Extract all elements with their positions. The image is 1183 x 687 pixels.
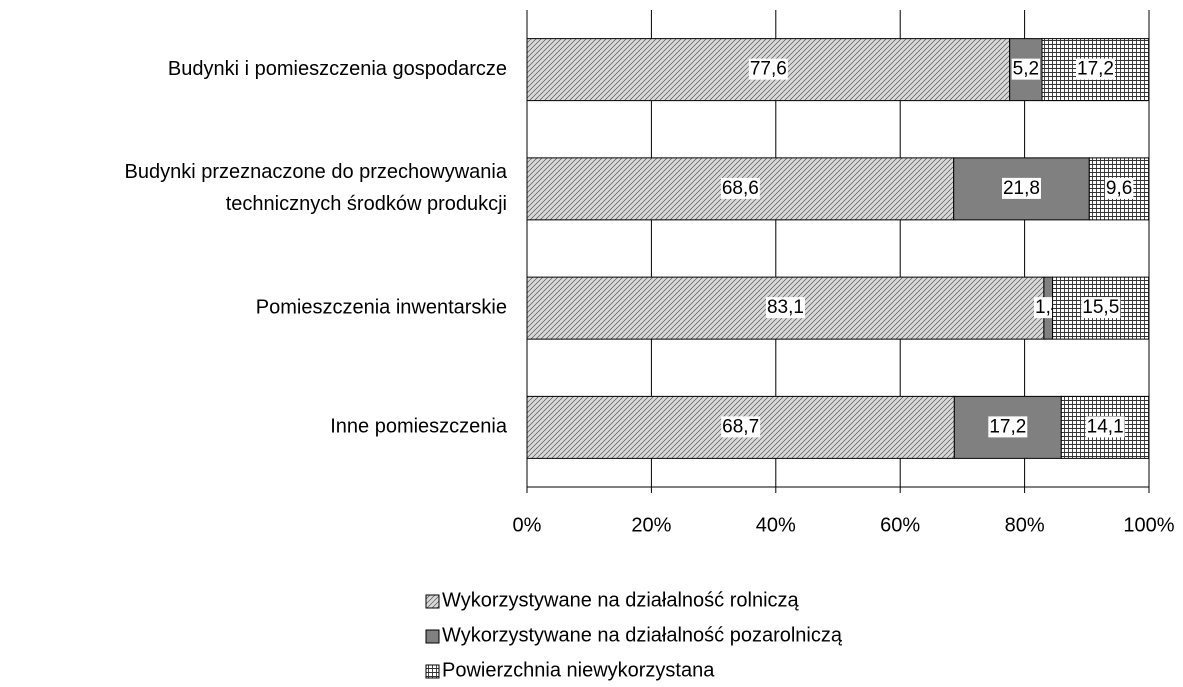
- y-tick-label: Budynki przeznaczone do przechowywania te…: [125, 161, 508, 215]
- data-label: 83,1: [767, 297, 804, 318]
- data-label: 77,6: [750, 59, 787, 80]
- data-label-bg: [1085, 416, 1125, 438]
- data-label: 68,6: [722, 178, 759, 199]
- data-label: 5,2: [1013, 59, 1039, 80]
- x-tick-label: 100%: [1123, 514, 1174, 536]
- y-tick-label: Pomieszczenia inwentarskie: [256, 296, 507, 318]
- x-tick-label: 20%: [631, 514, 671, 536]
- legend-label: Powierzchnia niewykorzystana: [442, 659, 715, 681]
- data-label-bg: [765, 297, 805, 319]
- data-label-bg: [1104, 177, 1134, 199]
- y-tick-label: Inne pomieszczenia: [330, 416, 508, 438]
- legend-swatch: [425, 594, 440, 609]
- data-label: 15,5: [1082, 297, 1119, 318]
- data-label: 14,1: [1087, 416, 1124, 437]
- data-label: 21,8: [1003, 178, 1040, 199]
- data-label: 9,6: [1106, 178, 1132, 199]
- x-tick-label: 80%: [1005, 514, 1045, 536]
- data-label-bg: [988, 416, 1028, 438]
- data-label-bg: [720, 177, 760, 199]
- data-label-bg: [1001, 177, 1041, 199]
- data-label-bg: [748, 58, 788, 80]
- data-label: 17,2: [989, 416, 1026, 437]
- data-label: 17,2: [1077, 59, 1114, 80]
- x-tick-label: 60%: [880, 514, 920, 536]
- legend-label: Wykorzystywane na działalność rolniczą: [442, 589, 800, 611]
- data-label-bg: [721, 416, 761, 438]
- legend-swatch: [425, 629, 440, 644]
- y-tick-label: Budynki i pomieszczenia gospodarcze: [168, 58, 507, 80]
- data-label-bg: [1011, 58, 1041, 80]
- data-label-bg: [1081, 297, 1121, 319]
- x-tick-label: 40%: [756, 514, 796, 536]
- data-label: 68,7: [722, 416, 759, 437]
- data-label-bg: [1076, 58, 1116, 80]
- x-tick-label: 0%: [513, 514, 542, 536]
- legend-label: Wykorzystywane na działalność pozarolnic…: [442, 624, 843, 646]
- legend-swatch: [425, 664, 440, 679]
